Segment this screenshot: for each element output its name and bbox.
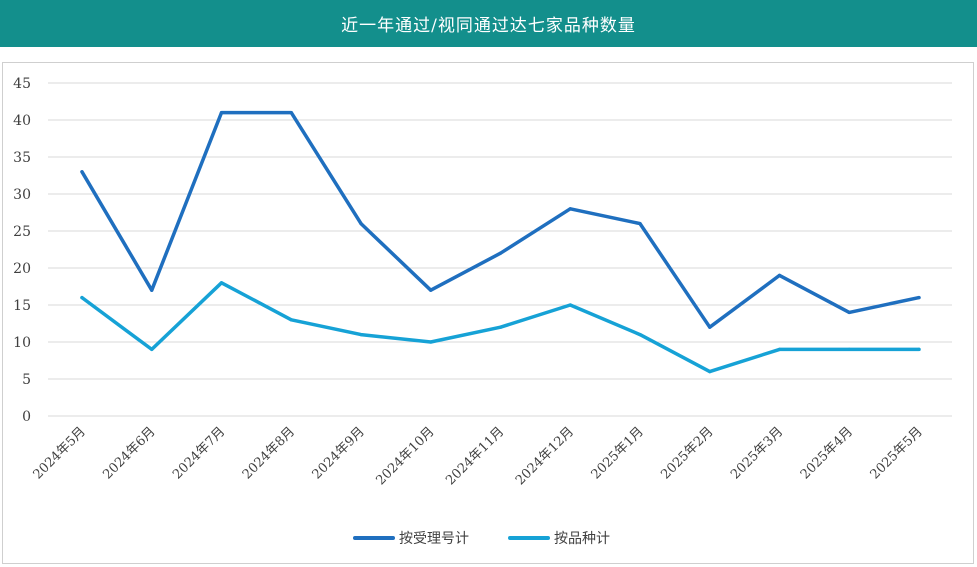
data-point	[638, 222, 642, 226]
y-tick-label: 25	[13, 224, 31, 240]
x-tick-label: 2024年9月	[310, 424, 368, 482]
data-point	[917, 347, 921, 351]
data-point	[80, 170, 84, 174]
data-point	[708, 325, 712, 329]
data-point	[638, 333, 642, 337]
x-tick-label: 2025年2月	[658, 424, 716, 482]
x-tick-label: 2024年12月	[513, 424, 577, 488]
legend: 按受理号计 按品种计	[353, 531, 610, 547]
data-point	[289, 111, 293, 115]
data-point	[150, 347, 154, 351]
y-tick-label: 5	[22, 372, 31, 388]
chart-panel	[2, 62, 974, 564]
data-point	[219, 281, 224, 285]
x-tick-label: 2024年5月	[31, 424, 89, 482]
x-tick-label: 2024年7月	[170, 424, 228, 482]
y-tick-label: 40	[13, 113, 31, 129]
chart-title-banner: 近一年通过/视同通过达七家品种数量	[0, 0, 977, 47]
x-tick-label: 2025年4月	[798, 424, 856, 482]
data-point	[219, 111, 224, 115]
data-point	[498, 325, 503, 329]
y-tick-label: 30	[13, 187, 31, 203]
data-point	[708, 370, 712, 374]
y-tick-label: 15	[13, 298, 31, 314]
x-axis-ticks: 2024年5月 2024年6月 2024年7月 2024年8月 2024年9月 2024年…	[31, 424, 926, 488]
data-point	[847, 347, 851, 351]
data-point	[568, 303, 572, 307]
data-point	[359, 222, 363, 226]
data-point	[498, 251, 503, 255]
x-tick-label: 2025年3月	[728, 424, 786, 482]
data-point	[429, 340, 433, 344]
y-tick-label: 20	[13, 261, 31, 277]
data-point	[80, 296, 84, 300]
data-point	[359, 333, 363, 337]
x-tick-label: 2024年8月	[240, 424, 298, 482]
data-point	[847, 310, 851, 314]
x-tick-label: 2025年1月	[589, 424, 647, 482]
legend-label-1: 按受理号计	[399, 531, 469, 547]
y-tick-label: 45	[13, 76, 31, 92]
data-point	[289, 318, 293, 322]
x-tick-label: 2024年6月	[100, 424, 158, 482]
y-tick-label: 10	[13, 335, 31, 351]
series-lines	[80, 110, 921, 374]
data-point	[777, 273, 782, 277]
data-point	[917, 296, 921, 300]
data-point	[429, 288, 433, 292]
data-point	[150, 288, 154, 292]
y-tick-label: 0	[22, 409, 31, 425]
data-point	[568, 207, 572, 211]
chart-title: 近一年通过/视同通过达七家品种数量	[341, 16, 636, 36]
y-tick-label: 35	[13, 150, 31, 166]
legend-label-2: 按品种计	[554, 531, 610, 547]
x-tick-label: 2024年11月	[443, 424, 507, 488]
data-point	[777, 347, 782, 351]
gridlines	[48, 82, 952, 417]
y-axis-ticks: 0 5 10 15 20 25 30 35 40 45	[13, 76, 31, 425]
x-tick-label: 2025年5月	[868, 424, 926, 482]
x-tick-label: 2024年10月	[373, 424, 437, 488]
